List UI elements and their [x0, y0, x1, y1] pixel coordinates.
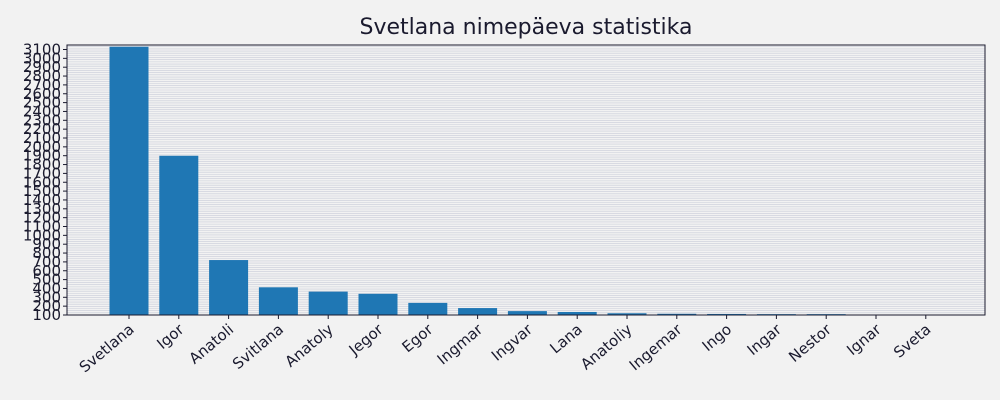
- y-tick-label: 200: [32, 297, 61, 315]
- x-tick-label-ingo: Ingo: [699, 320, 736, 355]
- y-tick-label: 600: [32, 262, 61, 280]
- y-tick-label: 1200: [23, 209, 61, 227]
- x-tick-label-egor: Egor: [398, 320, 437, 356]
- y-tick-label: 1900: [23, 147, 61, 165]
- x-tick-label-anatoly: Anatoly: [281, 320, 336, 371]
- grid-lines: [67, 46, 985, 316]
- bar-lana: [557, 311, 597, 315]
- x-tick-label-ingar: Ingar: [744, 320, 786, 359]
- y-tick-label: 900: [32, 235, 61, 253]
- bar-jegor: [358, 293, 398, 315]
- y-tick-label: 1400: [23, 191, 61, 209]
- x-tick-label-lana: Lana: [546, 320, 585, 357]
- x-tick-label-ingvar: Ingvar: [488, 320, 537, 365]
- y-tick-label: 2300: [23, 111, 61, 129]
- x-tick-label-ingmar: Ingmar: [434, 320, 487, 369]
- x-tick-label-nestor: Nestor: [785, 320, 835, 366]
- bar-anatoli: [209, 260, 249, 315]
- y-tick-label: 1700: [23, 164, 61, 182]
- y-tick-label: 2600: [23, 85, 61, 103]
- x-tick-label-ignar: Ignar: [843, 320, 885, 359]
- y-tick-label: 1000: [23, 226, 61, 244]
- y-tick-label: 1100: [23, 218, 61, 236]
- y-tick-label: 2200: [23, 120, 61, 138]
- y-axis-ticks: 1002003004005006007008009001000110012001…: [23, 41, 67, 324]
- y-tick-label: 1800: [23, 156, 61, 174]
- x-tick-label-sveta: Sveta: [890, 320, 934, 361]
- bar-ingemar: [657, 313, 697, 315]
- y-tick-label: 500: [32, 271, 61, 289]
- y-tick-label: 2700: [23, 76, 61, 94]
- x-tick-label-igor: Igor: [153, 320, 188, 353]
- y-tick-label: 700: [32, 253, 61, 271]
- y-tick-label: 400: [32, 279, 61, 297]
- bar-ingmar: [458, 308, 498, 315]
- bars: [109, 46, 946, 316]
- bar-igor: [159, 155, 199, 315]
- bar-anatoly: [308, 291, 348, 315]
- bar-svetlana: [109, 46, 149, 315]
- plot-frame: [66, 44, 986, 316]
- y-tick-label: 300: [32, 288, 61, 306]
- bar-ingo: [707, 313, 747, 315]
- chart-title: Svetlana nimepäeva statistika: [360, 15, 693, 40]
- x-tick-label-ingemar: Ingemar: [626, 320, 686, 375]
- y-tick-label: 100: [32, 306, 61, 324]
- y-tick-label: 800: [32, 244, 61, 262]
- y-tick-label: 2400: [23, 102, 61, 120]
- bar-svitlana: [258, 287, 298, 315]
- x-tick-label-anatoliy: Anatoliy: [577, 320, 636, 373]
- y-tick-label: 2500: [23, 94, 61, 112]
- bar-anatoliy: [607, 313, 647, 315]
- y-tick-label: 2900: [23, 58, 61, 76]
- y-tick-label: 3000: [23, 49, 61, 67]
- x-tick-label-svitlana: Svitlana: [229, 320, 287, 373]
- y-tick-label: 1300: [23, 200, 61, 218]
- bar-ingvar: [507, 311, 547, 315]
- y-tick-label: 1600: [23, 173, 61, 191]
- x-tick-label-jegor: Jegor: [345, 320, 387, 360]
- bar-egor: [408, 302, 448, 315]
- y-tick-label: 1500: [23, 182, 61, 200]
- x-tick-label-svetlana: Svetlana: [76, 320, 138, 376]
- y-tick-label: 2000: [23, 138, 61, 156]
- y-tick-label: 2800: [23, 67, 61, 85]
- y-tick-label: 3100: [23, 41, 61, 59]
- y-tick-label: 2100: [23, 129, 61, 147]
